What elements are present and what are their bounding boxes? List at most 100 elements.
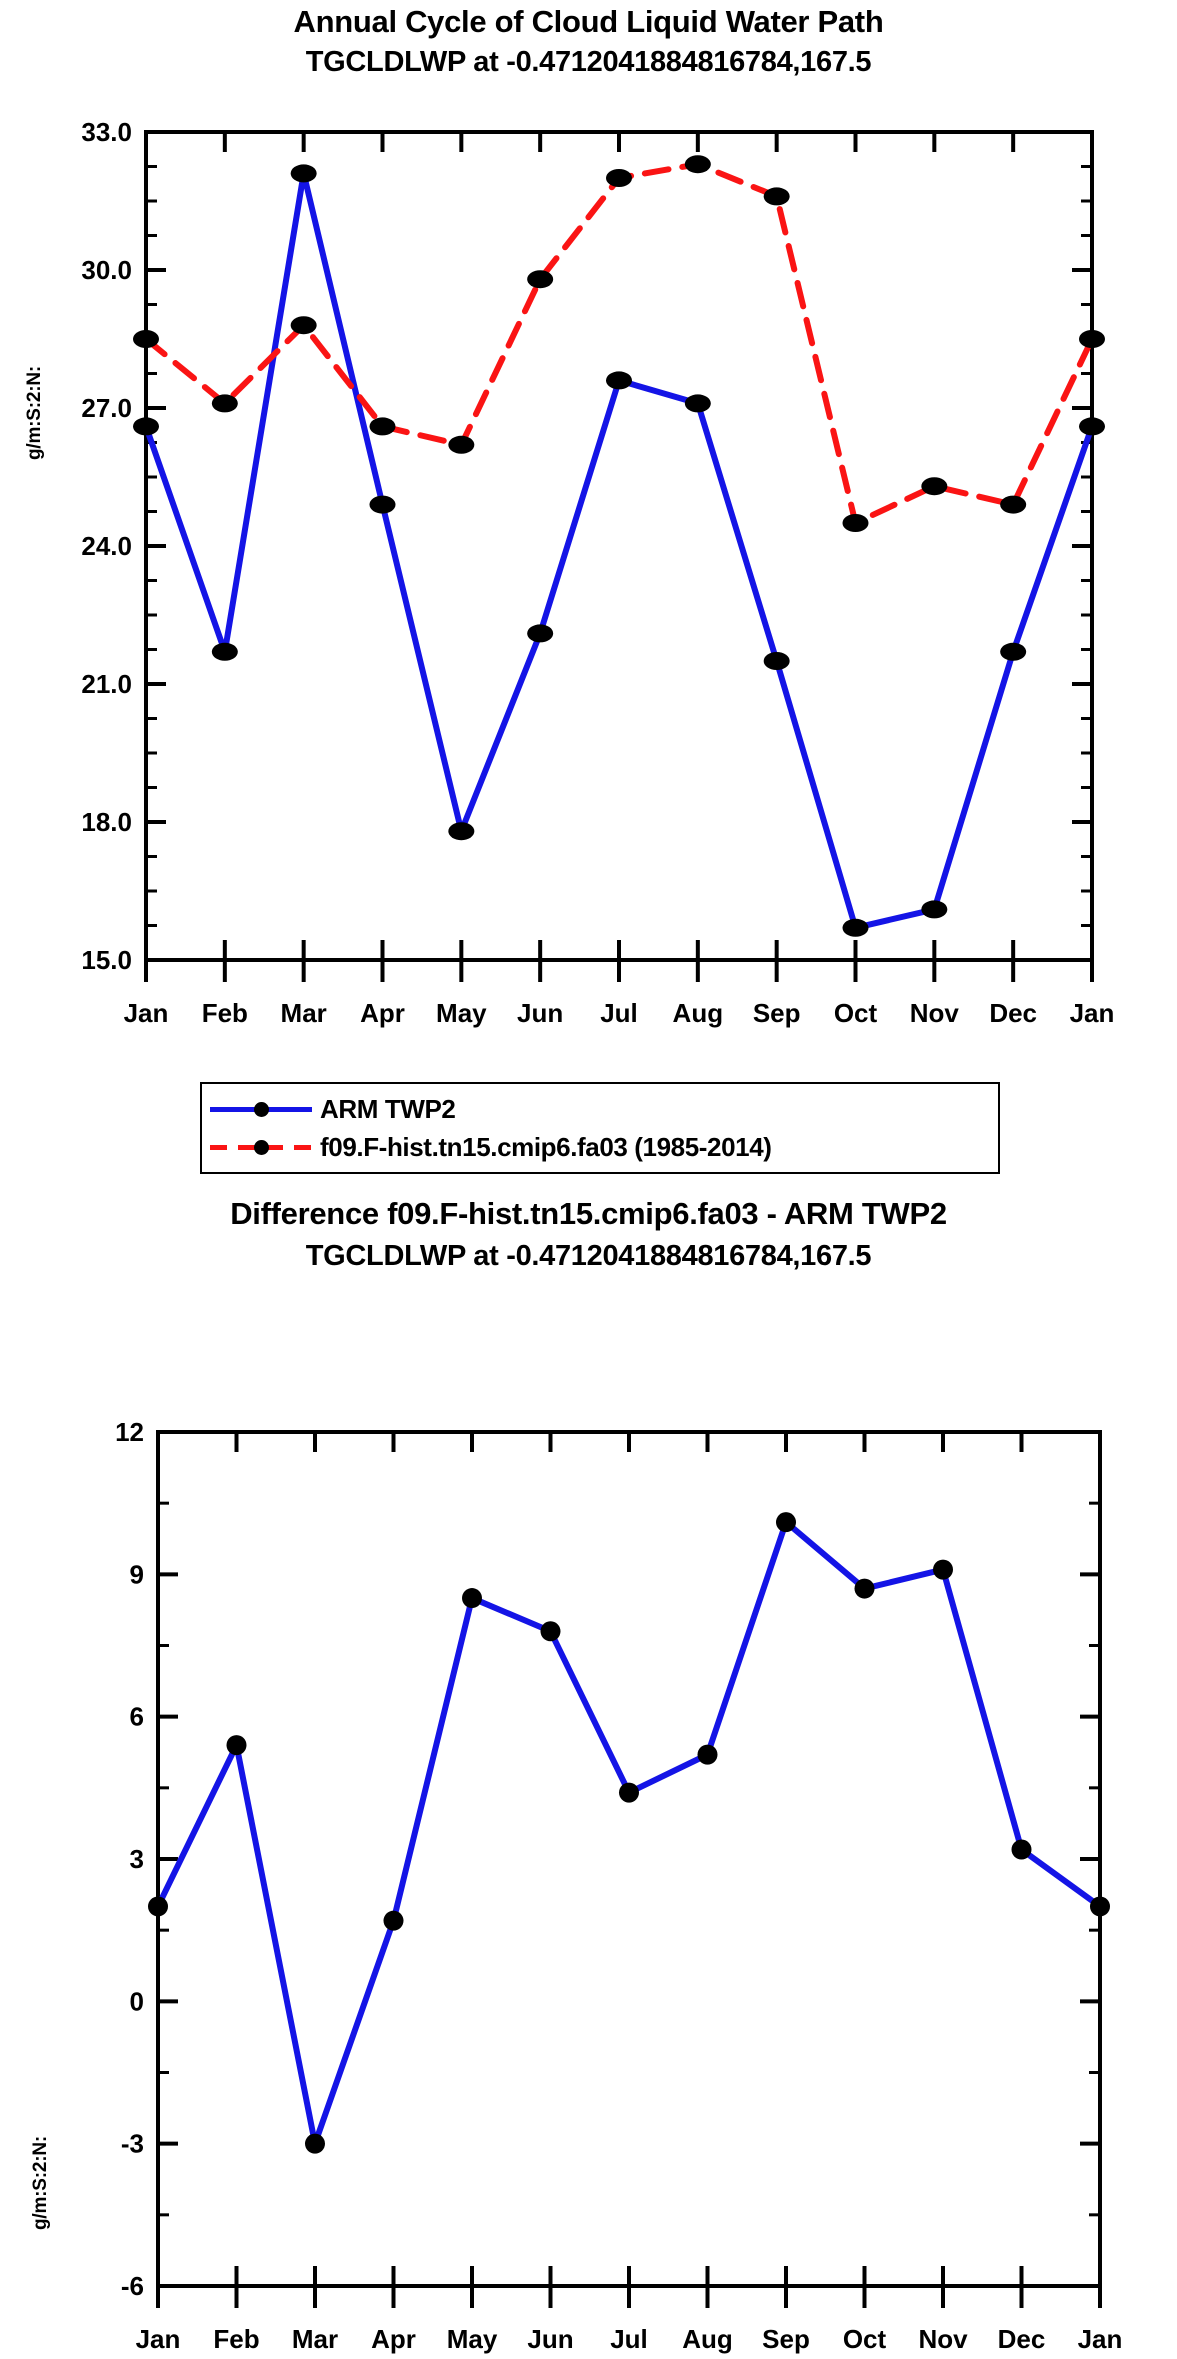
data-point-marker [133, 330, 159, 348]
data-point-marker [776, 1512, 796, 1533]
x-tick-label: Oct [843, 2324, 887, 2354]
x-tick-label: Dec [998, 2324, 1046, 2354]
x-tick-label: Jan [136, 2324, 181, 2354]
x-tick-label: Sep [762, 2324, 810, 2354]
legend-sample-obs [202, 1090, 320, 1128]
y-tick-label: 9 [130, 1559, 144, 1589]
x-tick-label: Dec [989, 998, 1037, 1028]
x-tick-label: Nov [918, 2324, 968, 2354]
legend-entry-obs: ARM TWP2 [202, 1090, 998, 1128]
y-tick-label: 12 [115, 1417, 144, 1447]
top-chart-panel: Annual Cycle of Cloud Liquid Water Path … [24, 4, 1115, 1174]
x-tick-label: Mar [281, 998, 327, 1028]
data-point-marker [383, 1910, 404, 1931]
data-point-marker [1079, 330, 1105, 348]
series-line [143, 170, 1095, 931]
x-tick-label: Jul [610, 2324, 648, 2354]
data-point-marker [527, 624, 554, 643]
top-chart-subtitle: TGCLDLWP at -0.4712041884816784,167.5 [305, 46, 872, 78]
data-point-marker [1000, 642, 1027, 661]
bottom-chart-title: Difference f09.F-hist.tn15.cmip6.fa03 - … [230, 1196, 947, 1231]
y-tick-label: 24.0 [81, 531, 132, 561]
data-point-marker [448, 822, 475, 841]
x-tick-label: Sep [753, 998, 801, 1028]
data-point-marker [305, 2133, 325, 2154]
legend-entry-model: f09.F-hist.tn15.cmip6.fa03 (1985-2014) [202, 1128, 998, 1166]
x-tick-label: Nov [910, 998, 960, 1028]
series-line [155, 1519, 1103, 2147]
x-tick-label: Apr [360, 998, 405, 1028]
data-point-marker [842, 514, 869, 532]
y-tick-label: -3 [121, 2129, 144, 2159]
data-point-marker [369, 417, 396, 436]
data-point-marker [462, 1588, 482, 1609]
data-point-marker [842, 918, 869, 937]
data-point-marker [763, 187, 790, 206]
x-tick-label: May [447, 2324, 498, 2354]
data-point-marker [540, 1621, 561, 1642]
bottom-chart-panel: Difference f09.F-hist.tn15.cmip6.fa03 - … [0, 1190, 1177, 2359]
data-point-marker [1011, 1839, 1032, 1860]
data-point-marker [763, 652, 790, 670]
data-point-marker [1079, 417, 1105, 436]
x-tick-label: Aug [682, 2324, 733, 2354]
x-tick-label: Jan [1070, 998, 1115, 1028]
y-tick-label: 27.0 [81, 393, 132, 423]
x-tick-label: Oct [834, 998, 878, 1028]
legend-marker-dot-icon [253, 1139, 269, 1155]
x-tick-label: Aug [673, 998, 724, 1028]
x-tick-label: Jul [600, 998, 638, 1028]
data-point-marker [697, 1744, 718, 1765]
data-point-marker [290, 316, 317, 335]
top-chart-legend: ARM TWP2 f09.F-hist.tn15.cmip6.fa03 (198… [200, 1082, 1000, 1174]
y-tick-label: 18.0 [81, 807, 132, 837]
x-tick-label: Apr [371, 2324, 416, 2354]
y-tick-label: 0 [130, 1986, 144, 2016]
data-point-marker [148, 1896, 168, 1917]
y-tick-label: 3 [130, 1844, 144, 1874]
x-tick-label: May [436, 998, 487, 1028]
x-tick-label: Feb [202, 998, 248, 1028]
data-point-marker [448, 435, 475, 454]
data-point-marker [133, 417, 159, 436]
legend-label-obs: ARM TWP2 [320, 1094, 456, 1124]
y-tick-label: 6 [130, 1702, 144, 1732]
x-tick-label: Jun [527, 2324, 573, 2354]
data-point-marker [921, 477, 948, 496]
data-point-marker [290, 164, 317, 183]
data-point-marker [684, 155, 711, 174]
data-point-marker [527, 270, 554, 289]
top-chart-plot-area: 15.0 18.0 21.0 24.0 27.0 30.0 33.0 Jan Feb Mar Apr… [81, 117, 1115, 1028]
bottom-chart-plot-area: -6 -3 0 3 6 9 12 Jan Feb Mar Apr May Jun Jul Aug Sep Oct… [115, 1417, 1123, 2354]
x-tick-label: Mar [292, 2324, 338, 2354]
data-point-marker [921, 900, 948, 919]
y-tick-label: 33.0 [81, 117, 132, 147]
y-tick-label: 30.0 [81, 255, 132, 285]
data-point-marker [606, 371, 632, 390]
data-point-marker [211, 394, 238, 413]
legend-sample-model [202, 1128, 320, 1166]
series-line [143, 161, 1095, 526]
data-point-marker [211, 642, 238, 661]
y-tick-label: -6 [121, 2271, 144, 2301]
x-tick-label: Jun [517, 998, 563, 1028]
data-point-marker [369, 495, 396, 514]
data-point-marker [933, 1559, 953, 1580]
y-tick-label: 15.0 [81, 945, 132, 975]
x-tick-label: Feb [213, 2324, 259, 2354]
data-point-marker [226, 1735, 247, 1756]
data-point-marker [854, 1578, 875, 1599]
data-point-marker [619, 1782, 639, 1803]
top-chart-title: Annual Cycle of Cloud Liquid Water Path [293, 4, 884, 39]
data-point-marker [1000, 495, 1027, 514]
legend-marker-dot-icon [253, 1101, 269, 1117]
x-tick-label: Jan [124, 998, 169, 1028]
data-point-marker [606, 169, 632, 187]
legend-label-model: f09.F-hist.tn15.cmip6.fa03 (1985-2014) [320, 1132, 772, 1162]
data-point-marker [1090, 1896, 1110, 1917]
x-tick-label: Jan [1078, 2324, 1123, 2354]
data-point-marker [684, 394, 711, 413]
y-tick-label: 21.0 [81, 669, 132, 699]
bottom-chart-subtitle: TGCLDLWP at -0.4712041884816784,167.5 [305, 1240, 872, 1272]
